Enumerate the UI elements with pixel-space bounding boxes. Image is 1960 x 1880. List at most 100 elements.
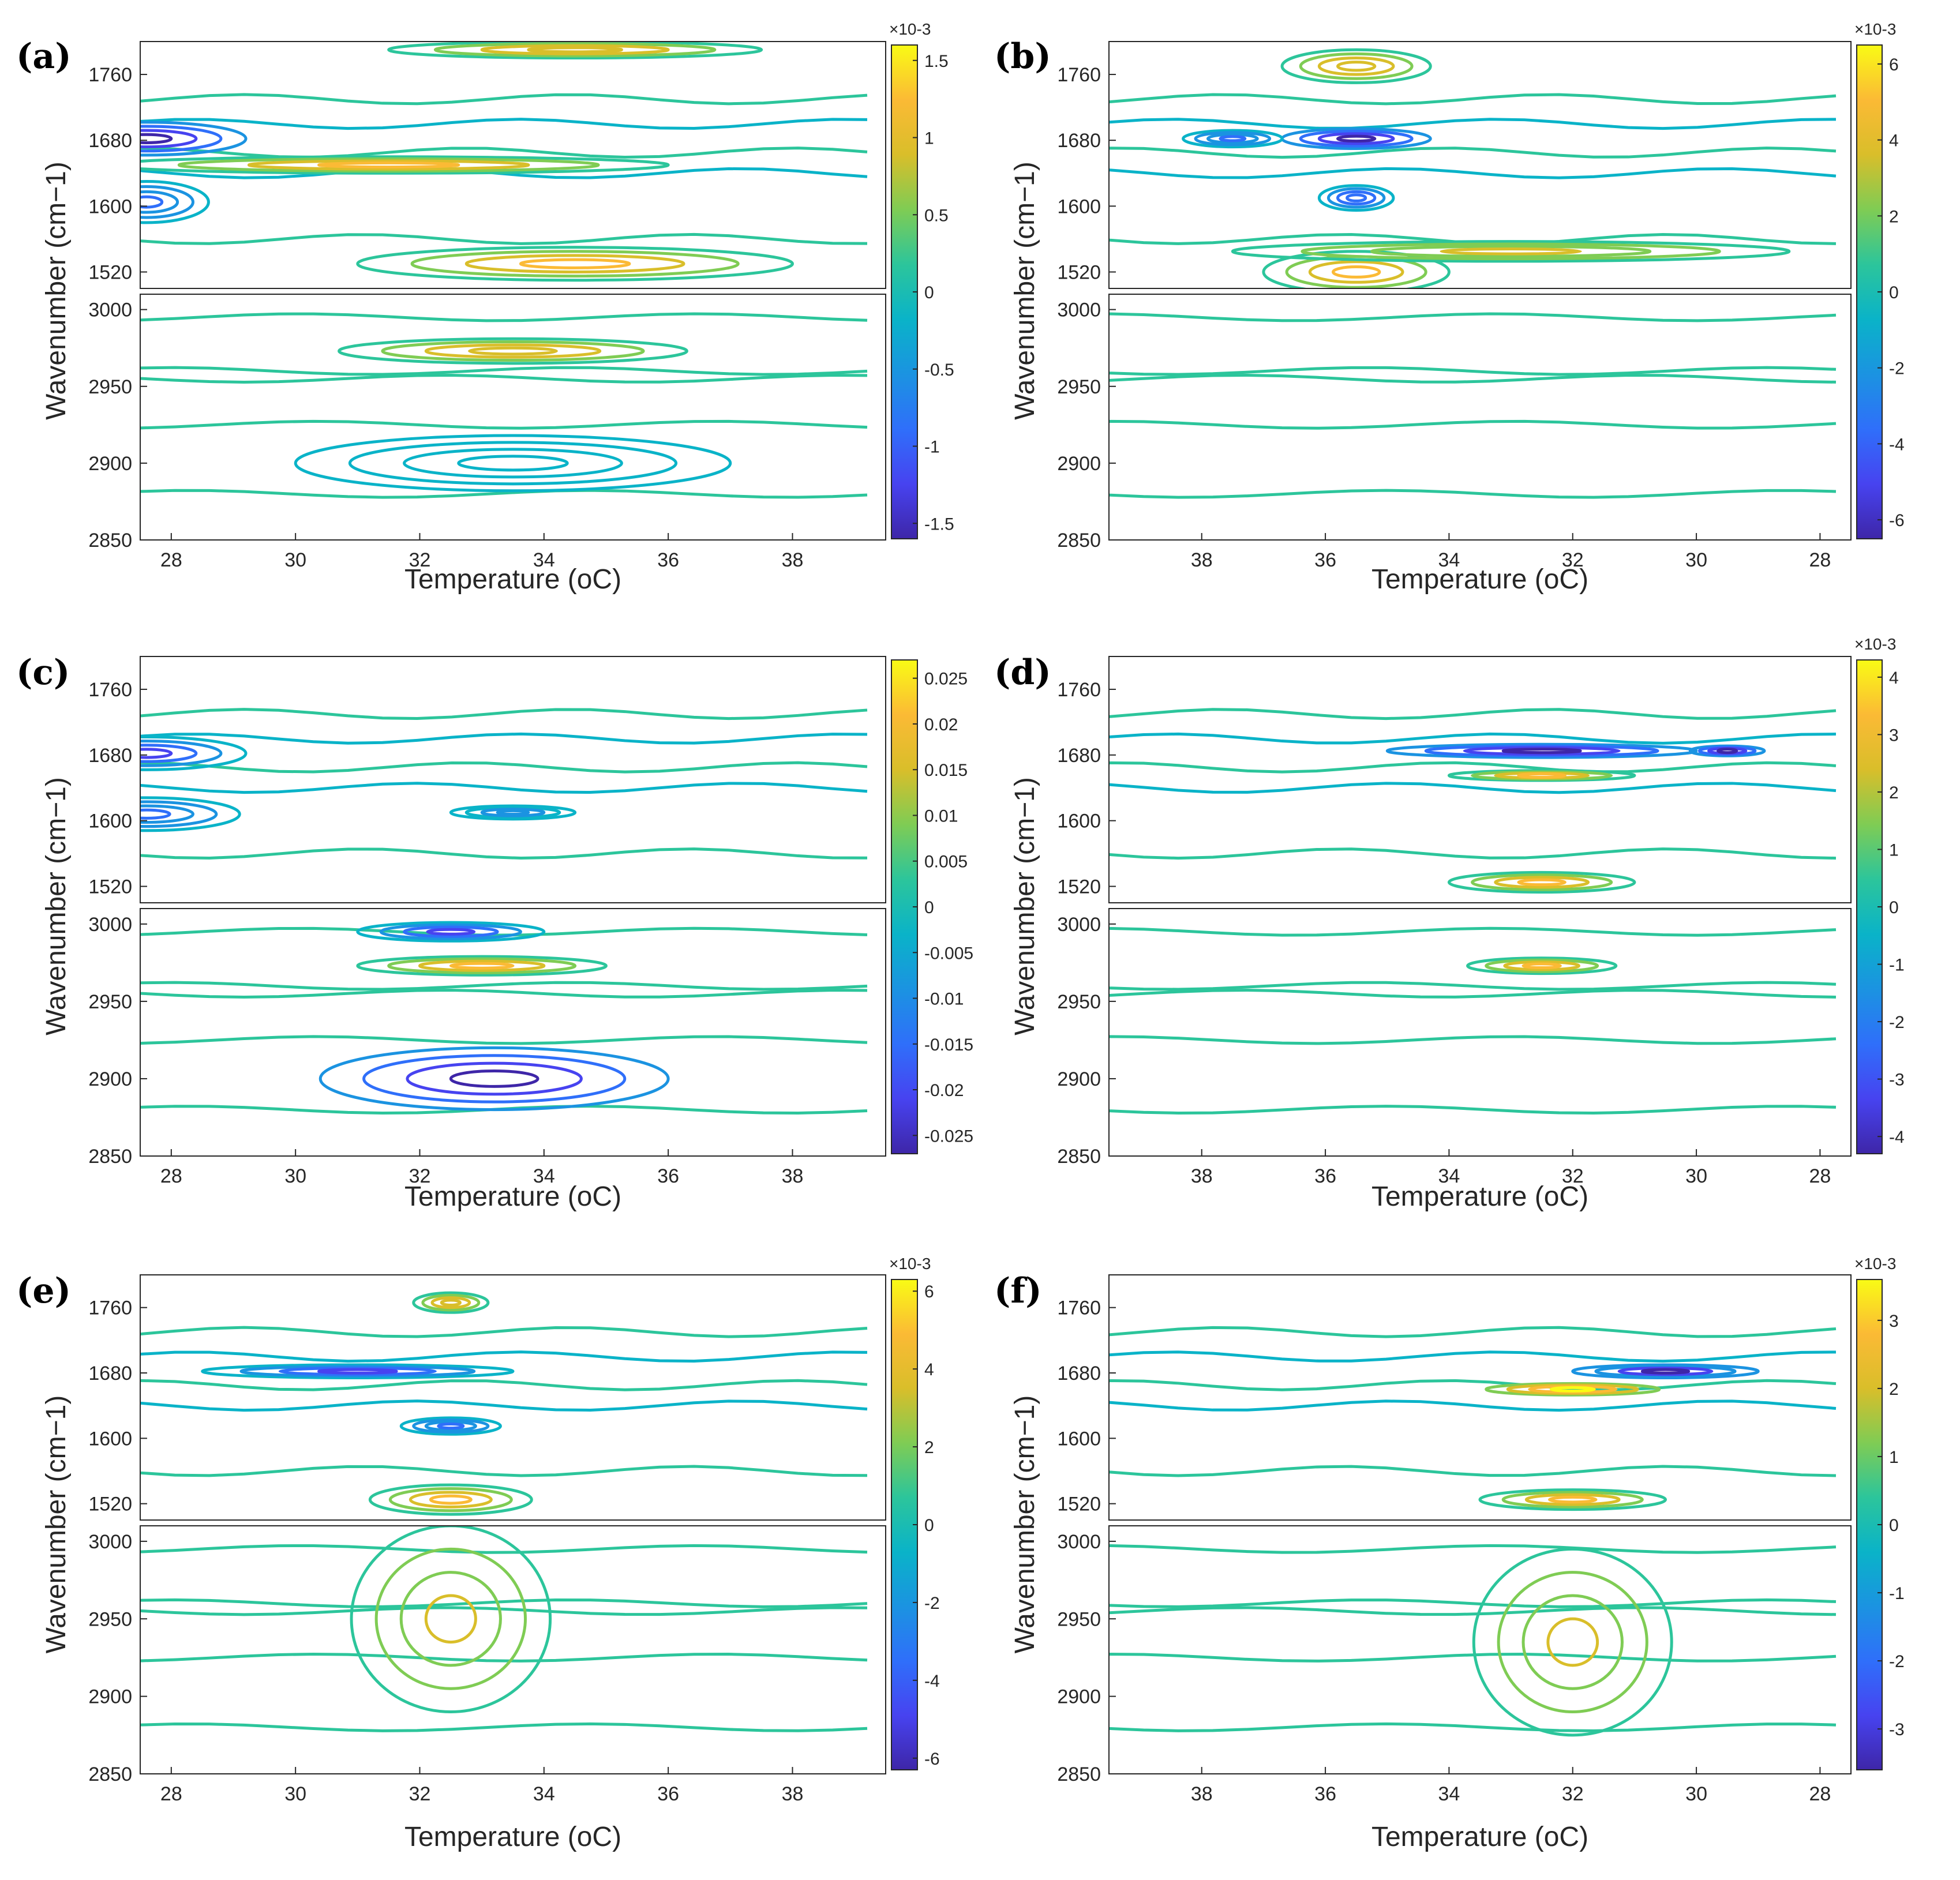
contour-feature [140, 740, 223, 767]
x-tick-label: 36 [657, 1783, 679, 1805]
colorbar-tick-label: 0.005 [924, 853, 968, 872]
y-axis-label: Wavenumber (cm−1) [1010, 777, 1040, 1035]
colorbar-exponent: ×10-3 [1854, 635, 1896, 653]
colorbar-tick-label: 0 [1889, 1516, 1899, 1535]
contour-line [1109, 147, 1837, 159]
contour-feature [387, 957, 577, 974]
contour-feature [247, 159, 530, 171]
y-tick-label: 1520 [88, 876, 132, 898]
panel-b: 1760 1680 1600 1520 3000 2950 2900 2850 38 36 34 32… [994, 20, 1905, 595]
colorbar-tick-label: -1 [1889, 956, 1905, 975]
x-tick-label: 36 [1314, 549, 1336, 571]
x-tick-label: 30 [1685, 549, 1707, 571]
contour-feature [317, 1368, 398, 1375]
panel-label: (b) [994, 36, 1051, 77]
axes-top-frame [140, 1274, 886, 1521]
contour-feature [1521, 962, 1562, 970]
axes-bottom-frame [1108, 1525, 1852, 1774]
contour-line [140, 847, 868, 860]
y-tick-label: 1680 [1057, 745, 1101, 767]
contour-feature [424, 1594, 477, 1644]
contour-feature [429, 1494, 473, 1505]
colorbar-exponent: ×10-3 [1854, 1255, 1896, 1273]
contour-feature [140, 180, 210, 224]
contour-feature [1299, 130, 1414, 148]
axes-top-frame [1108, 41, 1852, 289]
contour-line [140, 782, 868, 794]
contour-feature [430, 1296, 471, 1309]
x-tick-label: 38 [782, 1783, 804, 1805]
colorbar-tick-label: 0.025 [924, 670, 968, 689]
contour-feature [140, 129, 198, 149]
x-axis-label: Temperature (oC) [1371, 564, 1588, 595]
contour-feature [368, 1483, 533, 1516]
panel-label: (c) [16, 652, 70, 693]
y-tick-label: 1680 [88, 1363, 132, 1384]
y-tick-label: 1600 [1057, 196, 1101, 217]
contour-line [1109, 708, 1837, 721]
bottom-contours [140, 1526, 868, 1732]
contour-line [1109, 988, 1837, 999]
colorbar-tick-label: -4 [1889, 435, 1905, 454]
contour-feature [318, 1046, 670, 1112]
contour-feature [1485, 958, 1599, 973]
colorbar-tick-label: 0.01 [924, 806, 958, 825]
contour-feature [437, 1423, 465, 1430]
contour-feature [406, 1061, 583, 1096]
colorbar-tick-label: -2 [1889, 359, 1905, 378]
contour-feature [409, 1491, 493, 1508]
contour-feature [356, 246, 795, 282]
x-axis-label: Temperature (oC) [404, 1822, 621, 1852]
colorbar-tick-label: -6 [924, 1750, 940, 1769]
x-axis-label: Temperature (oC) [1371, 1181, 1588, 1212]
axes-bottom-frame [140, 294, 886, 541]
contour-line [140, 419, 868, 430]
contour-feature [1471, 873, 1613, 891]
contour-line [140, 1350, 868, 1363]
contour-feature [1182, 129, 1284, 149]
axes-bottom-frame [1108, 908, 1852, 1157]
x-tick-label: 34 [1438, 1165, 1460, 1187]
x-tick-label: 28 [1809, 549, 1831, 571]
contour-feature [1594, 1365, 1737, 1378]
contour-line [140, 761, 868, 774]
y-tick-label: 2850 [1057, 1763, 1101, 1785]
x-tick-label: 38 [1191, 549, 1213, 571]
contour-feature [412, 1418, 490, 1434]
contour-feature [1231, 240, 1791, 263]
contour-line [1109, 847, 1837, 860]
colorbar-tick-label: 2 [1889, 783, 1899, 802]
contour-line [140, 1326, 868, 1338]
y-tick-label: 1760 [88, 679, 132, 701]
panel-label: (a) [16, 36, 72, 77]
axes-top-frame [1108, 1274, 1852, 1521]
y-axis-label: Wavenumber (cm−1) [41, 1395, 72, 1654]
colorbar-tick-label: -2 [1889, 1652, 1905, 1671]
contour-feature [1280, 48, 1432, 84]
contour-line [140, 732, 868, 745]
contour-feature [1503, 960, 1580, 971]
colorbar-tick-label: 1 [1889, 1448, 1899, 1467]
contour-feature [496, 809, 530, 816]
colorbar-tick-label: 2 [924, 1438, 934, 1457]
contour-feature [424, 343, 602, 359]
contour-line [140, 708, 868, 721]
x-tick-label: 34 [533, 549, 555, 571]
colorbar-tick-label: -1 [1889, 1584, 1905, 1603]
contour-feature [426, 928, 476, 936]
contour-line [140, 93, 868, 106]
y-tick-label: 2850 [1057, 1146, 1101, 1168]
contour-feature [1447, 870, 1636, 894]
contour-line [1109, 93, 1837, 106]
y-tick-label: 2850 [1057, 530, 1101, 551]
contour-feature [140, 804, 194, 824]
contour-feature [1317, 132, 1395, 145]
colorbar-tick-label: -3 [1889, 1720, 1905, 1739]
contour-feature [457, 455, 569, 472]
contour-line [140, 1722, 868, 1732]
x-tick-label: 38 [782, 549, 804, 571]
contour-line [1109, 1722, 1837, 1732]
y-tick-label: 1680 [1057, 130, 1101, 152]
x-tick-label: 32 [1562, 549, 1584, 571]
top-contours [1109, 708, 1837, 894]
